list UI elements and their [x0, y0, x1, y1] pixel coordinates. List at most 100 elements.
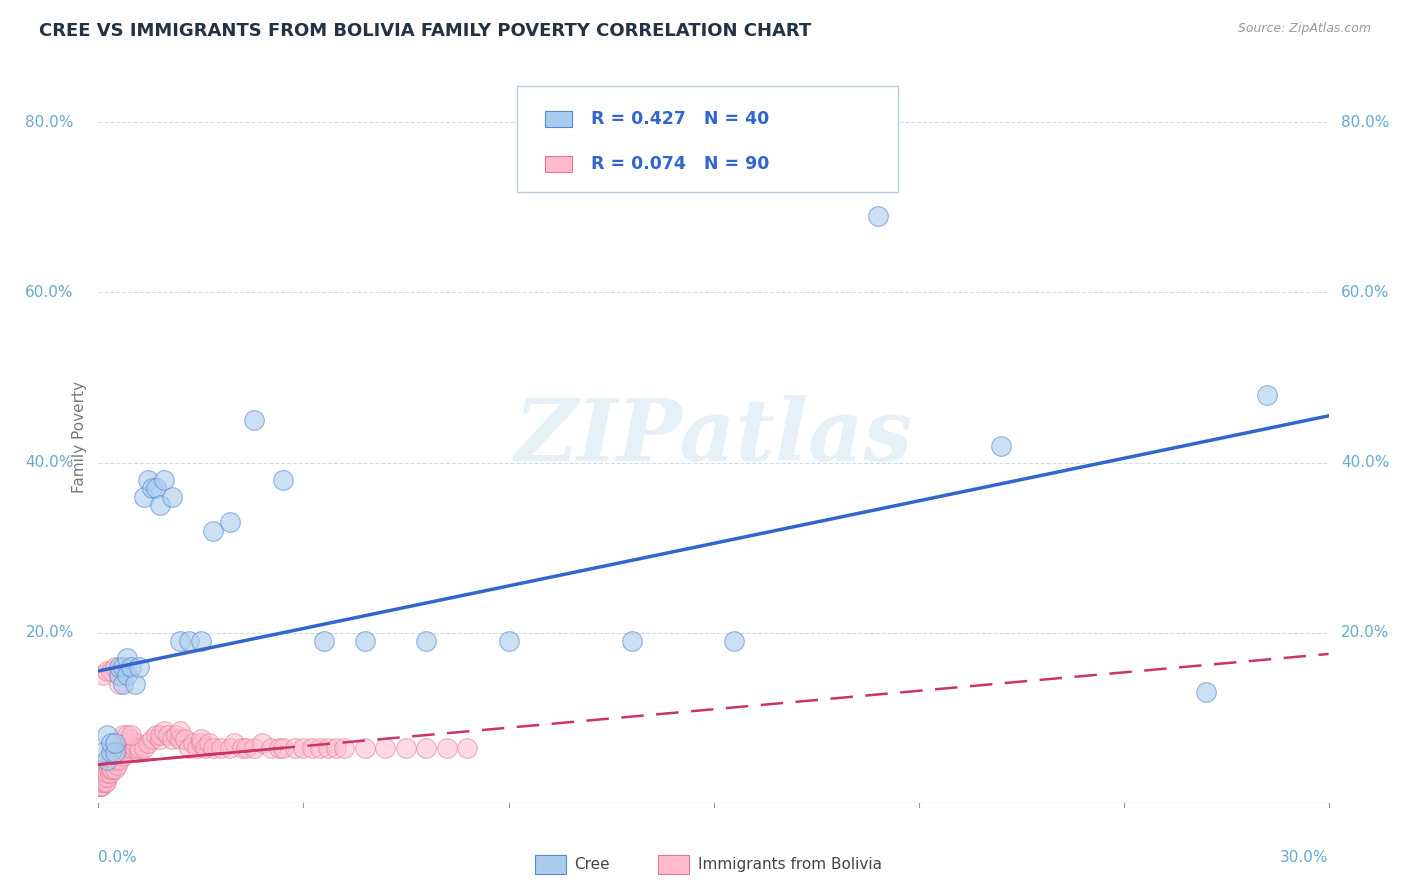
- Text: ZIPatlas: ZIPatlas: [515, 395, 912, 479]
- Point: [91, 668, 114, 682]
- Point: [89, 779, 111, 793]
- Point: [620, 634, 643, 648]
- Point: [157, 728, 180, 742]
- Point: [124, 736, 146, 750]
- Point: [128, 659, 150, 673]
- Text: 20.0%: 20.0%: [1341, 625, 1389, 640]
- Point: [96, 762, 118, 776]
- Point: [115, 668, 138, 682]
- Point: [354, 634, 377, 648]
- Point: [374, 740, 396, 755]
- Text: Cree: Cree: [575, 857, 610, 872]
- Point: [173, 731, 195, 746]
- Point: [165, 728, 187, 742]
- Point: [100, 753, 122, 767]
- Point: [252, 736, 274, 750]
- Point: [316, 740, 339, 755]
- Point: [309, 740, 332, 755]
- Point: [93, 770, 115, 784]
- Point: [112, 659, 135, 673]
- Point: [98, 766, 121, 780]
- Point: [108, 753, 131, 767]
- Point: [260, 740, 283, 755]
- Point: [90, 774, 112, 789]
- Point: [436, 740, 458, 755]
- Point: [91, 745, 114, 759]
- Point: [149, 731, 172, 746]
- Point: [112, 749, 135, 764]
- Text: 60.0%: 60.0%: [1341, 285, 1389, 300]
- Point: [120, 659, 142, 673]
- Point: [190, 634, 212, 648]
- Point: [96, 728, 118, 742]
- Point: [112, 677, 135, 691]
- Point: [162, 490, 183, 504]
- Text: Immigrants from Bolivia: Immigrants from Bolivia: [697, 857, 882, 872]
- Point: [132, 490, 155, 504]
- Point: [1195, 685, 1218, 699]
- Point: [115, 745, 138, 759]
- Point: [145, 728, 167, 742]
- Text: 40.0%: 40.0%: [25, 455, 75, 470]
- Point: [194, 740, 217, 755]
- Point: [333, 740, 356, 755]
- Point: [100, 762, 122, 776]
- Point: [100, 664, 122, 678]
- Point: [97, 762, 120, 776]
- Text: CREE VS IMMIGRANTS FROM BOLIVIA FAMILY POVERTY CORRELATION CHART: CREE VS IMMIGRANTS FROM BOLIVIA FAMILY P…: [39, 22, 811, 40]
- Text: 30.0%: 30.0%: [1281, 849, 1329, 864]
- Point: [149, 728, 172, 742]
- Point: [415, 634, 437, 648]
- Point: [723, 634, 745, 648]
- Point: [231, 740, 253, 755]
- Text: 0.0%: 0.0%: [98, 849, 138, 864]
- Point: [108, 677, 131, 691]
- Text: 60.0%: 60.0%: [25, 285, 75, 300]
- Point: [202, 740, 225, 755]
- Point: [104, 736, 127, 750]
- FancyBboxPatch shape: [546, 156, 572, 172]
- Point: [292, 740, 315, 755]
- Point: [136, 473, 159, 487]
- Point: [186, 740, 208, 755]
- Point: [104, 762, 127, 776]
- Point: [866, 209, 889, 223]
- Point: [222, 736, 245, 750]
- Point: [120, 731, 142, 746]
- Point: [108, 659, 131, 673]
- FancyBboxPatch shape: [536, 855, 565, 874]
- Point: [112, 740, 135, 755]
- Point: [124, 677, 146, 691]
- Text: Source: ZipAtlas.com: Source: ZipAtlas.com: [1237, 22, 1371, 36]
- Point: [128, 745, 150, 759]
- Point: [177, 740, 200, 755]
- Point: [271, 473, 294, 487]
- Point: [198, 736, 221, 750]
- Point: [153, 723, 176, 738]
- Point: [96, 766, 118, 780]
- Text: 80.0%: 80.0%: [25, 115, 75, 130]
- Point: [301, 740, 323, 755]
- Point: [141, 481, 163, 495]
- Point: [108, 745, 131, 759]
- Point: [104, 659, 127, 673]
- Point: [128, 740, 150, 755]
- Point: [100, 736, 122, 750]
- Text: 20.0%: 20.0%: [25, 625, 75, 640]
- Point: [112, 728, 135, 742]
- Point: [104, 753, 127, 767]
- Point: [243, 413, 266, 427]
- Point: [271, 740, 294, 755]
- Point: [108, 668, 131, 682]
- Point: [149, 498, 172, 512]
- Text: R = 0.427   N = 40: R = 0.427 N = 40: [591, 111, 769, 128]
- Point: [104, 745, 127, 759]
- Point: [93, 774, 115, 789]
- Point: [235, 740, 257, 755]
- Point: [1256, 387, 1278, 401]
- Point: [120, 740, 142, 755]
- Text: 40.0%: 40.0%: [1341, 455, 1389, 470]
- FancyBboxPatch shape: [546, 112, 572, 128]
- Point: [89, 774, 111, 789]
- Text: R = 0.074   N = 90: R = 0.074 N = 90: [591, 154, 769, 173]
